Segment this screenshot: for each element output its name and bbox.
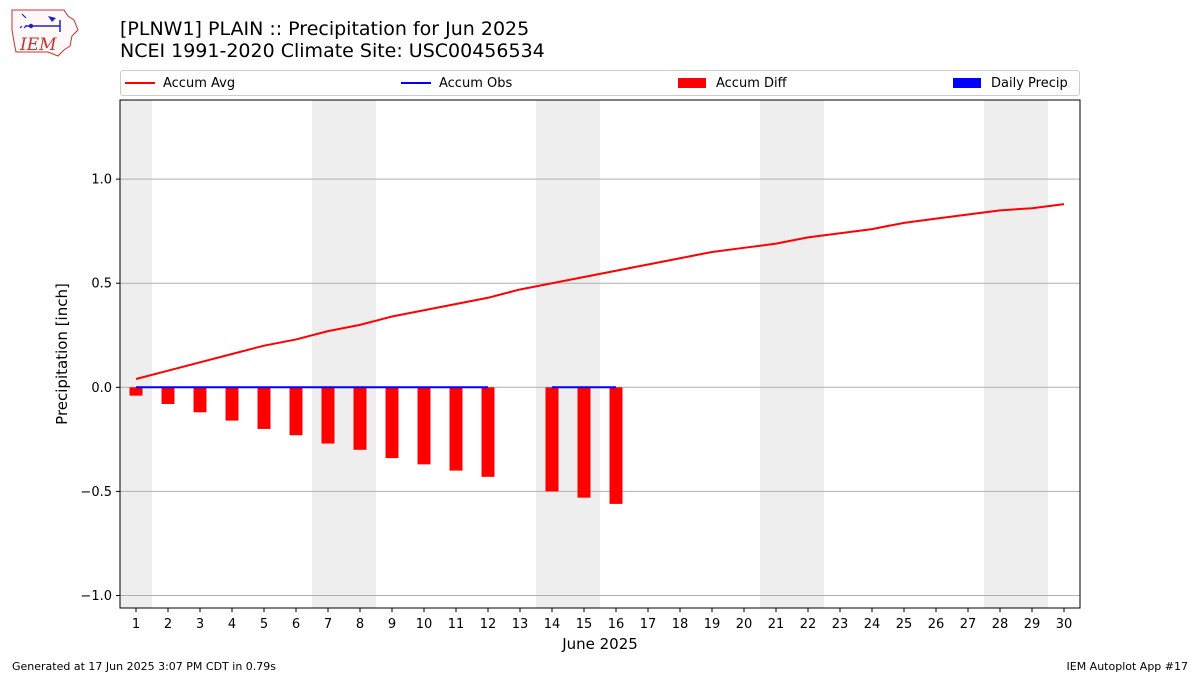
y-tick-label: −0.5 <box>80 485 112 500</box>
legend: Accum Avg Accum Obs Accum Diff Daily Pre… <box>120 70 1080 96</box>
accum-diff-bar <box>129 387 143 396</box>
x-tick-label: 24 <box>864 617 881 632</box>
accum-diff-bar <box>353 387 367 450</box>
logo-text: IEM <box>19 35 57 55</box>
x-tick-label: 26 <box>928 617 945 632</box>
x-tick-label: 3 <box>196 617 204 632</box>
x-tick-label: 14 <box>544 617 561 632</box>
x-tick-label: 4 <box>228 617 236 632</box>
chart-subtitle: NCEI 1991-2020 Climate Site: USC00456534 <box>120 40 545 62</box>
legend-label-accum-obs: Accum Obs <box>439 75 513 91</box>
weekend-band <box>536 100 600 608</box>
chart-title: [PLNW1] PLAIN :: Precipitation for Jun 2… <box>120 18 530 40</box>
legend-swatch-accum-obs <box>401 82 431 84</box>
x-tick-label: 17 <box>640 617 657 632</box>
x-tick-label: 30 <box>1056 617 1073 632</box>
x-tick-label: 12 <box>480 617 497 632</box>
accum-diff-bar <box>609 387 623 504</box>
accum-diff-bar <box>321 387 335 444</box>
weekend-band <box>984 100 1048 608</box>
accum-diff-bar <box>161 387 175 404</box>
legend-item-accum-avg: Accum Avg <box>125 71 235 95</box>
legend-item-daily-precip: Daily Precip <box>953 71 1068 95</box>
x-tick-label: 21 <box>768 617 785 632</box>
x-tick-label: 9 <box>388 617 396 632</box>
x-tick-label: 22 <box>800 617 817 632</box>
iem-logo: IEM <box>8 6 80 58</box>
accum-diff-bar <box>257 387 271 429</box>
x-tick-label: 7 <box>324 617 332 632</box>
x-tick-label: 5 <box>260 617 268 632</box>
legend-label-accum-avg: Accum Avg <box>163 75 236 91</box>
accum-diff-bar <box>545 387 559 492</box>
footer-generated: Generated at 17 Jun 2025 3:07 PM CDT in … <box>12 660 277 673</box>
y-tick-label: −1.0 <box>80 589 112 604</box>
accum-avg-line <box>135 203 1065 380</box>
x-tick-label: 25 <box>896 617 913 632</box>
x-tick-label: 23 <box>832 617 849 632</box>
legend-swatch-daily-precip <box>953 78 981 88</box>
y-tick-label: 0.5 <box>91 277 112 292</box>
x-tick-label: 20 <box>736 617 753 632</box>
x-tick-label: 29 <box>1024 617 1041 632</box>
accum-diff-bar <box>481 387 495 477</box>
x-tick-label: 2 <box>164 617 172 632</box>
legend-swatch-accum-diff <box>678 78 706 88</box>
x-axis-label: June 2025 <box>561 635 638 653</box>
accum-diff-bar <box>193 387 207 413</box>
accum-diff-bar <box>385 387 399 459</box>
x-tick-label: 6 <box>292 617 300 632</box>
x-tick-label: 27 <box>960 617 977 632</box>
legend-label-daily-precip: Daily Precip <box>991 75 1068 91</box>
accum-diff-bar <box>289 387 303 436</box>
weekend-band <box>760 100 824 608</box>
accum-diff-bar <box>577 387 591 498</box>
x-tick-label: 13 <box>512 617 529 632</box>
footer-app: IEM Autoplot App #17 <box>1066 660 1189 673</box>
plot-frame <box>119 99 1081 609</box>
accum-diff-bar <box>449 387 463 471</box>
weekend-band <box>120 100 152 608</box>
y-tick-label: 0.0 <box>91 381 112 396</box>
x-tick-label: 19 <box>704 617 721 632</box>
legend-item-accum-diff: Accum Diff <box>678 71 787 95</box>
x-tick-label: 18 <box>672 617 689 632</box>
legend-item-accum-obs: Accum Obs <box>401 71 512 95</box>
y-axis-label: Precipitation [inch] <box>53 283 71 425</box>
accum-diff-bar <box>417 387 431 465</box>
x-tick-label: 15 <box>576 617 593 632</box>
legend-label-accum-diff: Accum Diff <box>716 75 787 91</box>
weekend-band <box>312 100 376 608</box>
x-tick-label: 1 <box>132 617 140 632</box>
x-tick-label: 16 <box>608 617 625 632</box>
x-tick-label: 11 <box>448 617 465 632</box>
x-tick-label: 10 <box>416 617 433 632</box>
x-tick-label: 28 <box>992 617 1009 632</box>
accum-diff-bar <box>225 387 239 421</box>
legend-swatch-accum-avg <box>125 82 155 84</box>
x-tick-label: 8 <box>356 617 364 632</box>
y-tick-label: 1.0 <box>91 173 112 188</box>
